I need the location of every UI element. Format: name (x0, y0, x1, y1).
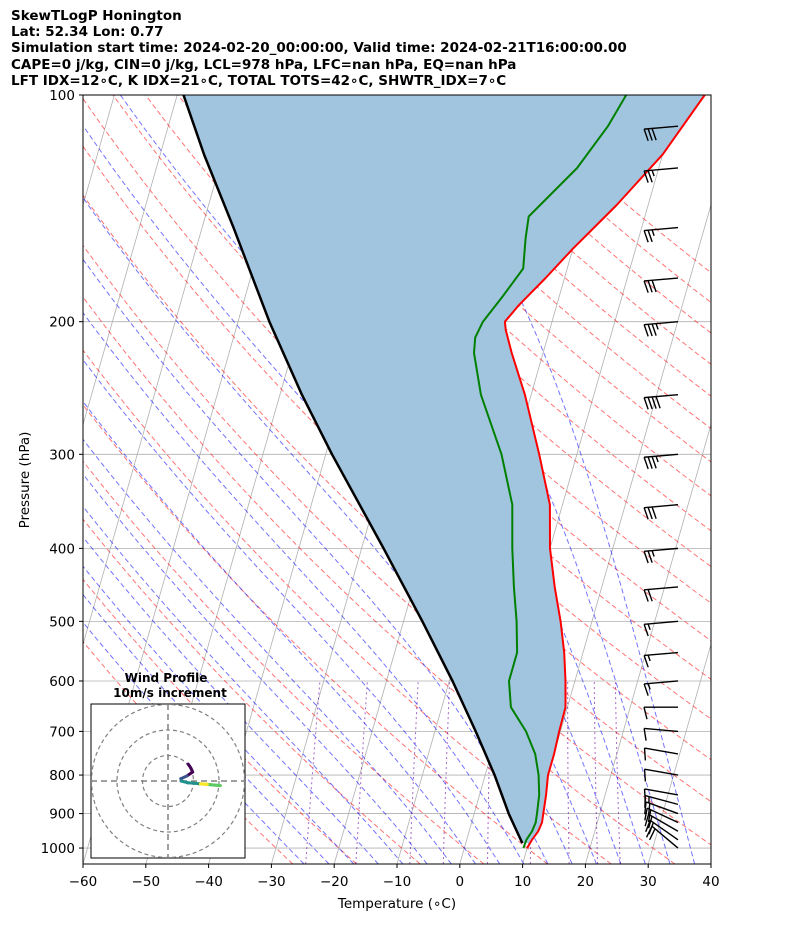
title-line-3: Simulation start time: 2024-02-20_00:00:… (11, 40, 627, 56)
isotherm-gridline (522, 203, 711, 864)
y-axis-label: Pressure (hPa) (17, 432, 33, 529)
wind-barb (643, 226, 679, 243)
moist-adiabat (83, 536, 379, 864)
isotherm-gridline (585, 423, 711, 864)
dry-adiabat (83, 194, 711, 803)
dry-adiabat (83, 518, 421, 864)
dry-adiabat (83, 145, 711, 761)
inset-title-line-1: Wind Profile (125, 671, 208, 685)
x-tick-label: 20 (577, 874, 594, 890)
x-tick-label: 40 (702, 874, 719, 890)
wind-barb (643, 504, 679, 520)
wind-profile-inset: Wind Profile 10m/s increment (90, 671, 246, 859)
y-tick-label: 300 (49, 447, 75, 463)
wind-barb (643, 620, 679, 637)
isotherm-gridline (647, 642, 711, 864)
moist-adiabat (83, 593, 330, 864)
mixing-ratio-line (567, 681, 570, 864)
title-line-5: LFT IDX=12∘C, K IDX=21∘C, TOTAL TOTS=42∘… (11, 73, 507, 89)
dry-adiabat (275, 95, 711, 497)
y-tick-label: 1000 (41, 841, 75, 857)
wind-barb (643, 453, 679, 470)
y-tick-label: 900 (49, 807, 75, 823)
wind-barbs (643, 125, 679, 849)
moist-adiabat (83, 400, 476, 864)
wind-barb (643, 167, 679, 183)
dry-adiabat (83, 460, 485, 864)
wind-barb (643, 125, 679, 142)
x-tick-label: 10 (514, 874, 531, 890)
isotherm-gridline (83, 95, 178, 427)
wind-barb (643, 393, 679, 410)
moist-adiabat (83, 438, 452, 864)
x-tick-label: 0 (456, 874, 465, 890)
moist-adiabat (83, 565, 355, 864)
wind-barb (644, 801, 679, 816)
isotherm-gridline (774, 95, 794, 864)
isotherm-gridline (83, 95, 241, 646)
wind-barb (643, 727, 679, 741)
parcel-profile-line (182, 95, 524, 844)
wind-barb (645, 819, 679, 841)
y-tick-label: 200 (49, 315, 75, 331)
y-tick-label: 100 (49, 88, 75, 104)
x-tick-label: −50 (132, 874, 161, 890)
wind-barb (643, 788, 679, 802)
wind-barb (643, 747, 679, 761)
moist-adiabat (83, 505, 404, 864)
mixing-ratio-line (409, 680, 419, 864)
y-tick-label: 500 (49, 614, 75, 630)
moist-adiabat (83, 621, 305, 864)
dewpoint-profile-line (473, 95, 628, 849)
moist-adiabat (83, 311, 525, 864)
plot-area (83, 95, 794, 864)
y-tick-label: 800 (49, 768, 75, 784)
wind-barb (643, 320, 679, 337)
wind-barb (643, 680, 679, 696)
wind-barb (644, 813, 679, 832)
mixing-ratio-line (355, 680, 368, 864)
wind-barb (643, 651, 679, 668)
wind-barb (643, 768, 679, 782)
dry-adiabat (242, 95, 711, 532)
x-axis-label: Temperature (∘C) (337, 896, 456, 912)
y-tick-label: 700 (49, 724, 75, 740)
moist-adiabat (83, 358, 501, 864)
x-tick-label: 30 (640, 874, 657, 890)
wind-barb (644, 807, 679, 824)
x-tick-label: −60 (69, 874, 98, 890)
x-tick-label: −10 (383, 874, 412, 890)
dry-adiabat (83, 296, 676, 864)
title-line-2: Lat: 52.34 Lon: 0.77 (11, 24, 164, 40)
moist-adiabat (393, 95, 696, 864)
wind-barb (643, 277, 679, 293)
axes: −60 −50 −40 −30 −20 −10 0 10 20 30 40 1000 900 800 700… (41, 88, 720, 890)
moist-adiabat (192, 95, 646, 864)
mixing-ratio-line (442, 680, 451, 864)
moist-adiabat (83, 473, 428, 864)
y-tick-label: 600 (49, 674, 75, 690)
wind-barb (643, 586, 679, 602)
cape-shading (183, 95, 705, 844)
wind-barb (643, 547, 679, 564)
temperature-profile-line (503, 95, 706, 849)
y-tick-label: 400 (49, 541, 75, 557)
mixing-ratio-line (614, 680, 621, 864)
hodograph-segment (199, 782, 209, 786)
x-tick-label: −30 (257, 874, 286, 890)
title-line-1: SkewTLogP Honington (11, 8, 182, 24)
inset-title-line-2: 10m/s increment (113, 686, 227, 700)
dry-adiabat (83, 244, 711, 846)
x-tick-label: −40 (194, 874, 223, 890)
x-tick-label: −20 (320, 874, 349, 890)
isotherm-gridline (710, 862, 711, 864)
mixing-ratio-line (593, 681, 599, 864)
wind-barb (643, 706, 678, 720)
title-line-4: CAPE=0 j/kg, CIN=0 j/kg, LCL=978 hPa, LF… (11, 57, 517, 73)
